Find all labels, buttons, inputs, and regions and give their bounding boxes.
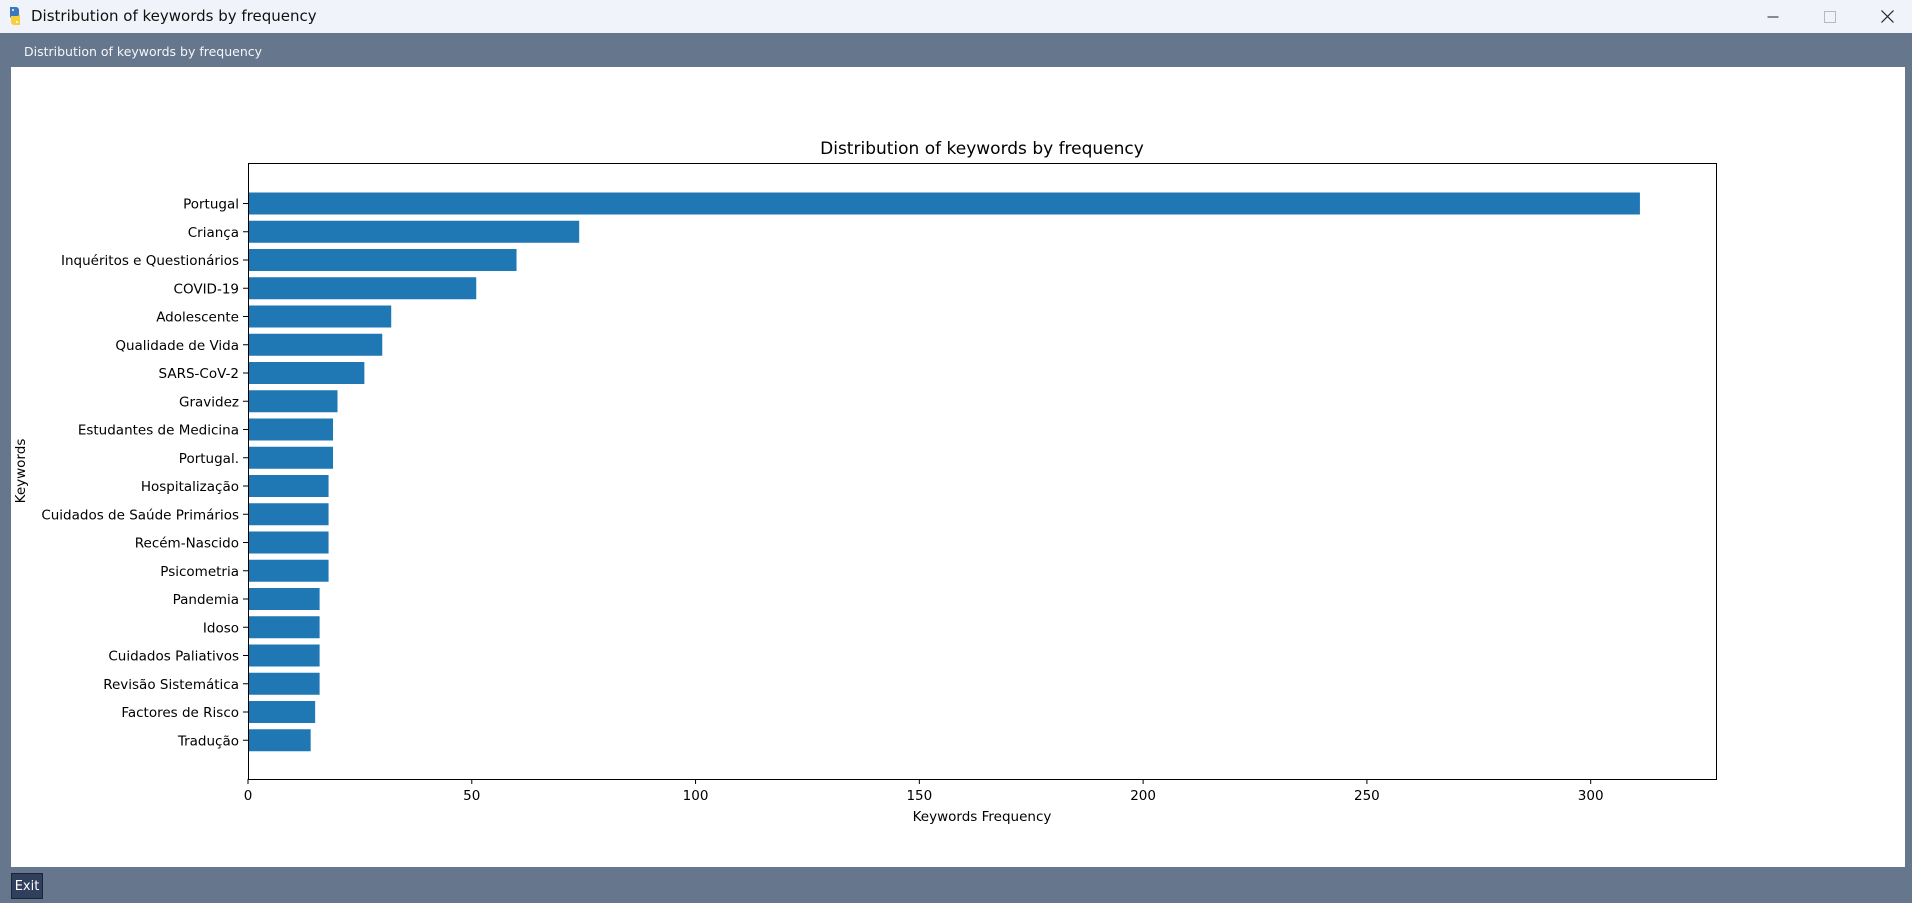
x-ticks: 0 50 100 150 200 250 300 xyxy=(244,779,1604,804)
bar xyxy=(248,531,329,554)
bar xyxy=(248,475,329,497)
maximize-icon xyxy=(1824,10,1836,23)
x-tick-label: 0 xyxy=(244,788,253,804)
y-tick-label: Estudantes de Medicina xyxy=(78,423,239,439)
title-bar: Distribution of keywords by frequency xyxy=(0,0,1912,33)
y-tick-label: Pandemia xyxy=(173,592,239,608)
y-tick-label: Hospitalização xyxy=(141,479,239,495)
chart-title: Distribution of keywords by frequency xyxy=(820,139,1144,159)
close-button[interactable] xyxy=(1859,0,1912,33)
bar xyxy=(248,559,329,582)
y-tick-label: COVID-19 xyxy=(174,281,239,297)
x-tick-label: 50 xyxy=(463,788,480,804)
window-title: Distribution of keywords by frequency xyxy=(31,7,317,25)
y-tick-label: Cuidados de Saúde Primários xyxy=(41,507,239,523)
bar xyxy=(248,333,383,356)
maximize-button[interactable] xyxy=(1802,0,1858,33)
x-tick-label: 200 xyxy=(1130,788,1156,804)
x-axis-label: Keywords Frequency xyxy=(913,809,1052,825)
bar xyxy=(248,616,320,639)
bar xyxy=(248,249,517,271)
y-tick-label: Gravidez xyxy=(179,394,239,410)
bar xyxy=(248,644,320,667)
minimize-button[interactable] xyxy=(1745,0,1801,33)
panel-label: Distribution of keywords by frequency xyxy=(24,44,263,59)
bar xyxy=(248,277,477,300)
bar xyxy=(248,362,365,384)
bar xyxy=(248,729,311,752)
bar-chart: Portugal Criança Inquéritos e Questionário… xyxy=(13,139,1717,825)
x-tick-label: 250 xyxy=(1354,788,1380,804)
exit-button[interactable]: Exit xyxy=(11,873,43,899)
y-tick-label: Cuidados Paliativos xyxy=(108,649,239,665)
bar xyxy=(248,446,334,469)
bars xyxy=(248,192,1640,752)
y-tick-label: Inquéritos e Questionários xyxy=(61,253,239,269)
close-icon xyxy=(1880,10,1894,23)
y-ticks: Portugal Criança Inquéritos e Questionário… xyxy=(41,197,248,749)
y-tick-label: Idoso xyxy=(203,620,239,636)
bar xyxy=(248,588,320,610)
bar xyxy=(248,220,580,243)
y-tick-label: Adolescente xyxy=(156,310,239,326)
y-tick-label: Tradução xyxy=(177,733,239,749)
bar xyxy=(248,701,316,723)
figure-canvas: Portugal Criança Inquéritos e Questionário… xyxy=(11,67,1905,867)
axes-frame xyxy=(248,163,1717,780)
y-axis-label: Keywords xyxy=(13,439,29,504)
y-tick-label: Revisão Sistemática xyxy=(103,677,239,693)
python-logo-icon xyxy=(10,7,20,25)
bar xyxy=(248,390,338,413)
y-tick-label: Psicometria xyxy=(160,564,239,580)
y-tick-label: Qualidade de Vida xyxy=(115,338,239,354)
y-tick-label: Factores de Risco xyxy=(121,705,239,721)
y-tick-label: Portugal xyxy=(183,197,239,213)
y-tick-label: Criança xyxy=(188,225,239,241)
y-tick-label: Recém-Nascido xyxy=(135,536,239,552)
x-tick-label: 150 xyxy=(906,788,932,804)
bar xyxy=(248,672,320,695)
x-tick-label: 100 xyxy=(683,788,709,804)
bar xyxy=(248,305,392,328)
bar xyxy=(248,503,329,526)
bar xyxy=(248,418,334,441)
bar xyxy=(248,192,1640,215)
y-tick-label: SARS-CoV-2 xyxy=(159,366,239,382)
minimize-icon xyxy=(1767,16,1779,17)
y-tick-label: Portugal. xyxy=(179,451,239,467)
x-tick-label: 300 xyxy=(1578,788,1604,804)
